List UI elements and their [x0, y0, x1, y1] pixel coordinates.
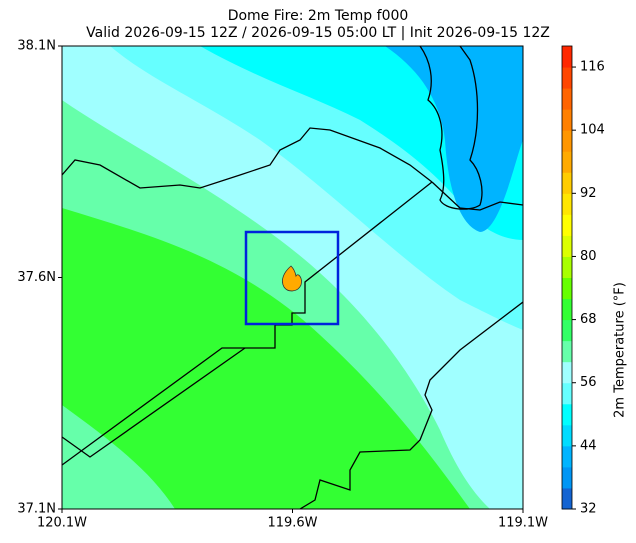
colorbar-segment [562, 403, 572, 426]
colorbar-segment [562, 361, 572, 384]
colorbar-tick-label: 56 [580, 375, 597, 390]
colorbar-tick-label: 116 [580, 60, 605, 75]
colorbar-segment [562, 67, 572, 89]
focus-box [244, 230, 340, 326]
x-tick-label: 120.1W [37, 516, 87, 531]
colorbar-segment [562, 382, 572, 405]
colorbar-tick-label: 104 [580, 123, 605, 138]
x-tick-label: 119.6W [267, 516, 317, 531]
colorbar-segment [562, 487, 572, 510]
temperature-field [62, 46, 523, 509]
x-tick-label: 119.1W [498, 516, 548, 531]
y-tick-label: 37.1N [17, 502, 56, 517]
chart-subtitle: Valid 2026-09-15 12Z / 2026-09-15 05:00 … [86, 25, 550, 41]
colorbar-segment [562, 88, 572, 110]
colorbar-tick-label: 92 [580, 186, 597, 201]
colorbar-segment [562, 424, 572, 447]
colorbar-segment [562, 172, 572, 194]
colorbar-tick-label: 32 [580, 502, 597, 517]
fire-icon [282, 265, 302, 292]
colorbar-segment [562, 214, 572, 236]
y-tick-label: 37.6N [17, 270, 56, 285]
chart-title: Dome Fire: 2m Temp f000 [228, 8, 409, 24]
y-tick-label: 38.1N [17, 39, 56, 54]
colorbar-label: 2m Temperature (°F) [613, 282, 628, 418]
colorbar-tick-label: 80 [580, 249, 597, 264]
colorbar-segment [562, 235, 572, 257]
colorbar-segment [562, 340, 572, 363]
colorbar-segment [562, 445, 572, 468]
colorbar-segment [562, 298, 572, 321]
colorbar-segment [562, 193, 572, 215]
colorbar-tick-label: 68 [580, 312, 597, 327]
colorbar-segment [562, 256, 572, 278]
colorbar-segment [562, 277, 572, 300]
colorbar-segment [562, 319, 572, 342]
colorbar-tick-label: 44 [580, 438, 597, 453]
colorbar-segment [562, 466, 572, 489]
colorbar-segment [562, 151, 572, 173]
colorbar-segment [562, 46, 572, 68]
colorbar-segment [562, 130, 572, 152]
colorbar-segment [562, 109, 572, 131]
colorbar-frame [561, 45, 573, 510]
